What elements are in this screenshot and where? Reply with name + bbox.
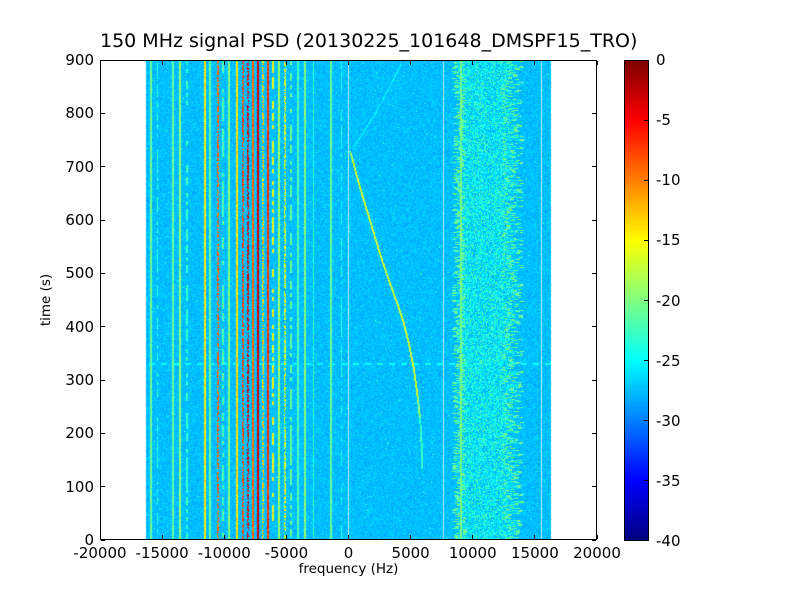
y-tick-label: 900 <box>65 51 94 69</box>
colorbar-tick-mark <box>644 59 648 61</box>
y-tick-mark <box>101 59 105 61</box>
x-tick-label: -5000 <box>264 544 309 562</box>
x-tick-label: 0 <box>343 544 354 562</box>
y-tick-mark <box>592 112 596 114</box>
colorbar-tick-label: 0 <box>656 51 666 69</box>
x-tick-mark <box>348 535 349 539</box>
y-tick-mark <box>592 219 596 221</box>
chart-title: 150 MHz signal PSD (20130225_101648_DMSP… <box>100 30 638 52</box>
x-tick-mark <box>410 61 412 65</box>
y-tick-mark <box>592 432 596 434</box>
y-tick-mark <box>592 166 596 168</box>
y-tick-mark <box>592 272 596 274</box>
y-tick-mark <box>101 539 105 541</box>
x-tick-mark <box>99 61 101 65</box>
y-tick-label: 0 <box>84 531 94 549</box>
y-tick-label: 400 <box>65 317 94 336</box>
y-tick-mark <box>101 166 105 168</box>
x-tick-mark <box>99 535 101 539</box>
x-tick-mark <box>285 61 287 65</box>
y-tick-mark <box>101 379 105 381</box>
x-tick-label: 10000 <box>448 544 497 562</box>
x-tick-mark <box>223 61 225 65</box>
x-tick-mark <box>472 535 474 539</box>
x-tick-label: -10000 <box>197 544 251 562</box>
y-tick-label: 300 <box>65 371 94 389</box>
y-tick-label: 800 <box>65 104 94 123</box>
colorbar-tick-mark <box>644 539 648 541</box>
colorbar-tick-mark <box>644 300 648 301</box>
x-axis-label: frequency (Hz) <box>298 561 399 577</box>
colorbar-canvas <box>625 61 648 540</box>
colorbar-tick-label: -40 <box>656 532 681 550</box>
x-tick-label: 5000 <box>391 544 430 562</box>
x-tick-mark <box>161 535 163 539</box>
x-tick-mark <box>410 535 412 539</box>
y-tick-label: 200 <box>65 424 94 443</box>
colorbar-tick-label: -35 <box>656 471 681 490</box>
y-tick-label: 700 <box>65 157 94 176</box>
x-tick-label: 15000 <box>511 544 559 562</box>
x-tick-mark <box>161 61 163 65</box>
colorbar-tick-label: -25 <box>656 351 681 370</box>
x-tick-label: -20000 <box>73 544 127 562</box>
colorbar-tick-label: -10 <box>656 171 681 190</box>
colorbar-tick-mark <box>644 239 648 241</box>
x-tick-mark <box>534 61 536 65</box>
colorbar-tick-mark <box>644 360 648 362</box>
y-tick-mark <box>101 486 105 488</box>
y-tick-mark <box>101 326 105 328</box>
x-tick-label: 20000 <box>573 544 621 562</box>
colorbar-tick-label: -30 <box>656 411 681 430</box>
colorbar-tick-mark <box>644 420 648 422</box>
x-tick-mark <box>534 535 536 539</box>
y-tick-label: 600 <box>65 211 94 229</box>
x-tick-mark <box>348 61 349 65</box>
x-tick-mark <box>596 535 598 539</box>
y-tick-mark <box>592 59 596 61</box>
x-tick-mark <box>285 535 287 539</box>
x-tick-label: -15000 <box>135 544 189 562</box>
y-tick-label: 500 <box>65 264 94 283</box>
colorbar-tick-label: -20 <box>656 291 681 310</box>
colorbar-tick-mark <box>644 480 648 482</box>
y-tick-mark <box>101 112 105 114</box>
y-tick-mark <box>592 326 596 328</box>
y-tick-mark <box>101 272 105 274</box>
colorbar-tick-mark <box>644 179 648 181</box>
colorbar-tick-label: -15 <box>656 231 681 250</box>
spectrogram-canvas <box>101 61 596 539</box>
y-tick-mark <box>592 486 596 488</box>
y-tick-mark <box>592 539 596 541</box>
colorbar-tick-label: -5 <box>656 111 671 130</box>
x-tick-mark <box>596 61 598 65</box>
y-tick-mark <box>101 432 105 434</box>
colorbar-tick-mark <box>644 119 648 121</box>
y-tick-mark <box>592 379 596 381</box>
x-tick-mark <box>223 535 225 539</box>
plot-area <box>100 60 597 540</box>
y-tick-label: 100 <box>65 477 94 496</box>
y-tick-mark <box>101 219 105 221</box>
x-tick-mark <box>472 61 474 65</box>
